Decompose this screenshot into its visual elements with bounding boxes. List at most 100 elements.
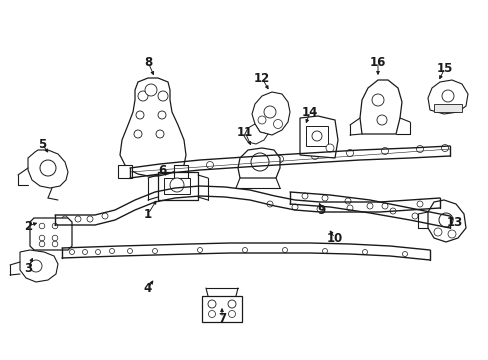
Circle shape: [138, 91, 148, 101]
Circle shape: [362, 249, 367, 255]
Circle shape: [87, 216, 93, 222]
Circle shape: [276, 156, 283, 162]
Polygon shape: [120, 78, 185, 176]
Circle shape: [39, 241, 45, 247]
Circle shape: [447, 230, 455, 238]
Circle shape: [206, 162, 213, 168]
Bar: [433, 104, 461, 112]
Circle shape: [127, 248, 132, 253]
Circle shape: [381, 148, 387, 154]
Circle shape: [170, 178, 183, 192]
Circle shape: [434, 218, 440, 224]
Circle shape: [227, 300, 236, 308]
Circle shape: [52, 241, 58, 247]
Circle shape: [402, 252, 407, 256]
Circle shape: [311, 153, 318, 159]
Circle shape: [441, 144, 447, 152]
Text: 12: 12: [253, 72, 269, 85]
Circle shape: [39, 223, 45, 229]
Circle shape: [109, 248, 114, 253]
Text: 1: 1: [143, 207, 152, 220]
Circle shape: [30, 260, 42, 272]
Circle shape: [152, 248, 157, 253]
Circle shape: [321, 195, 327, 201]
Circle shape: [207, 300, 216, 308]
Text: 2: 2: [24, 220, 32, 233]
Polygon shape: [244, 124, 267, 144]
Text: 16: 16: [369, 55, 386, 68]
Circle shape: [325, 144, 333, 152]
Circle shape: [145, 84, 157, 96]
Polygon shape: [359, 80, 401, 134]
Circle shape: [411, 213, 417, 219]
Circle shape: [273, 120, 282, 129]
Circle shape: [433, 228, 441, 236]
Circle shape: [95, 249, 101, 255]
Circle shape: [40, 160, 56, 176]
Circle shape: [346, 149, 353, 157]
Circle shape: [282, 248, 287, 252]
Circle shape: [381, 203, 387, 209]
Circle shape: [62, 216, 68, 222]
Bar: [305, 126, 327, 146]
Circle shape: [241, 158, 248, 166]
Circle shape: [156, 130, 163, 138]
Circle shape: [264, 106, 275, 118]
Text: 5: 5: [38, 138, 46, 150]
Circle shape: [389, 208, 395, 214]
Polygon shape: [20, 250, 58, 282]
Text: 6: 6: [158, 163, 166, 176]
Circle shape: [416, 145, 423, 153]
Polygon shape: [251, 92, 289, 135]
Circle shape: [258, 116, 265, 124]
Circle shape: [366, 203, 372, 209]
Text: 11: 11: [236, 126, 253, 139]
Text: 10: 10: [326, 231, 343, 244]
Circle shape: [371, 94, 383, 106]
Text: 13: 13: [446, 216, 462, 229]
Text: 3: 3: [24, 261, 32, 274]
Circle shape: [151, 167, 158, 175]
Circle shape: [345, 198, 350, 204]
Circle shape: [316, 206, 323, 212]
Circle shape: [266, 201, 272, 207]
Polygon shape: [427, 80, 467, 114]
Polygon shape: [30, 218, 72, 250]
Polygon shape: [174, 165, 187, 178]
Polygon shape: [299, 116, 337, 158]
Circle shape: [441, 90, 453, 102]
Polygon shape: [427, 200, 465, 242]
Text: 8: 8: [143, 55, 152, 68]
Polygon shape: [118, 165, 132, 178]
Circle shape: [171, 166, 178, 172]
Circle shape: [208, 310, 215, 318]
Text: 7: 7: [218, 311, 225, 324]
Circle shape: [376, 115, 386, 125]
Circle shape: [242, 248, 247, 252]
Text: 9: 9: [317, 203, 325, 216]
Circle shape: [302, 193, 307, 199]
Text: 4: 4: [143, 282, 152, 294]
Circle shape: [52, 223, 58, 229]
Circle shape: [134, 130, 142, 138]
Circle shape: [136, 111, 143, 119]
Circle shape: [228, 310, 235, 318]
Circle shape: [39, 235, 45, 241]
Circle shape: [158, 111, 165, 119]
Circle shape: [69, 249, 74, 255]
Text: 15: 15: [436, 62, 452, 75]
Circle shape: [250, 153, 268, 171]
Bar: [202, 296, 242, 322]
Circle shape: [311, 131, 321, 141]
Circle shape: [102, 213, 108, 219]
Text: 14: 14: [301, 105, 318, 118]
Circle shape: [346, 205, 352, 211]
Circle shape: [82, 249, 87, 255]
Circle shape: [322, 248, 327, 253]
Circle shape: [438, 213, 452, 227]
Circle shape: [291, 204, 297, 210]
Polygon shape: [238, 148, 280, 178]
Circle shape: [197, 248, 202, 252]
Circle shape: [416, 201, 422, 207]
Bar: [163, 178, 190, 194]
